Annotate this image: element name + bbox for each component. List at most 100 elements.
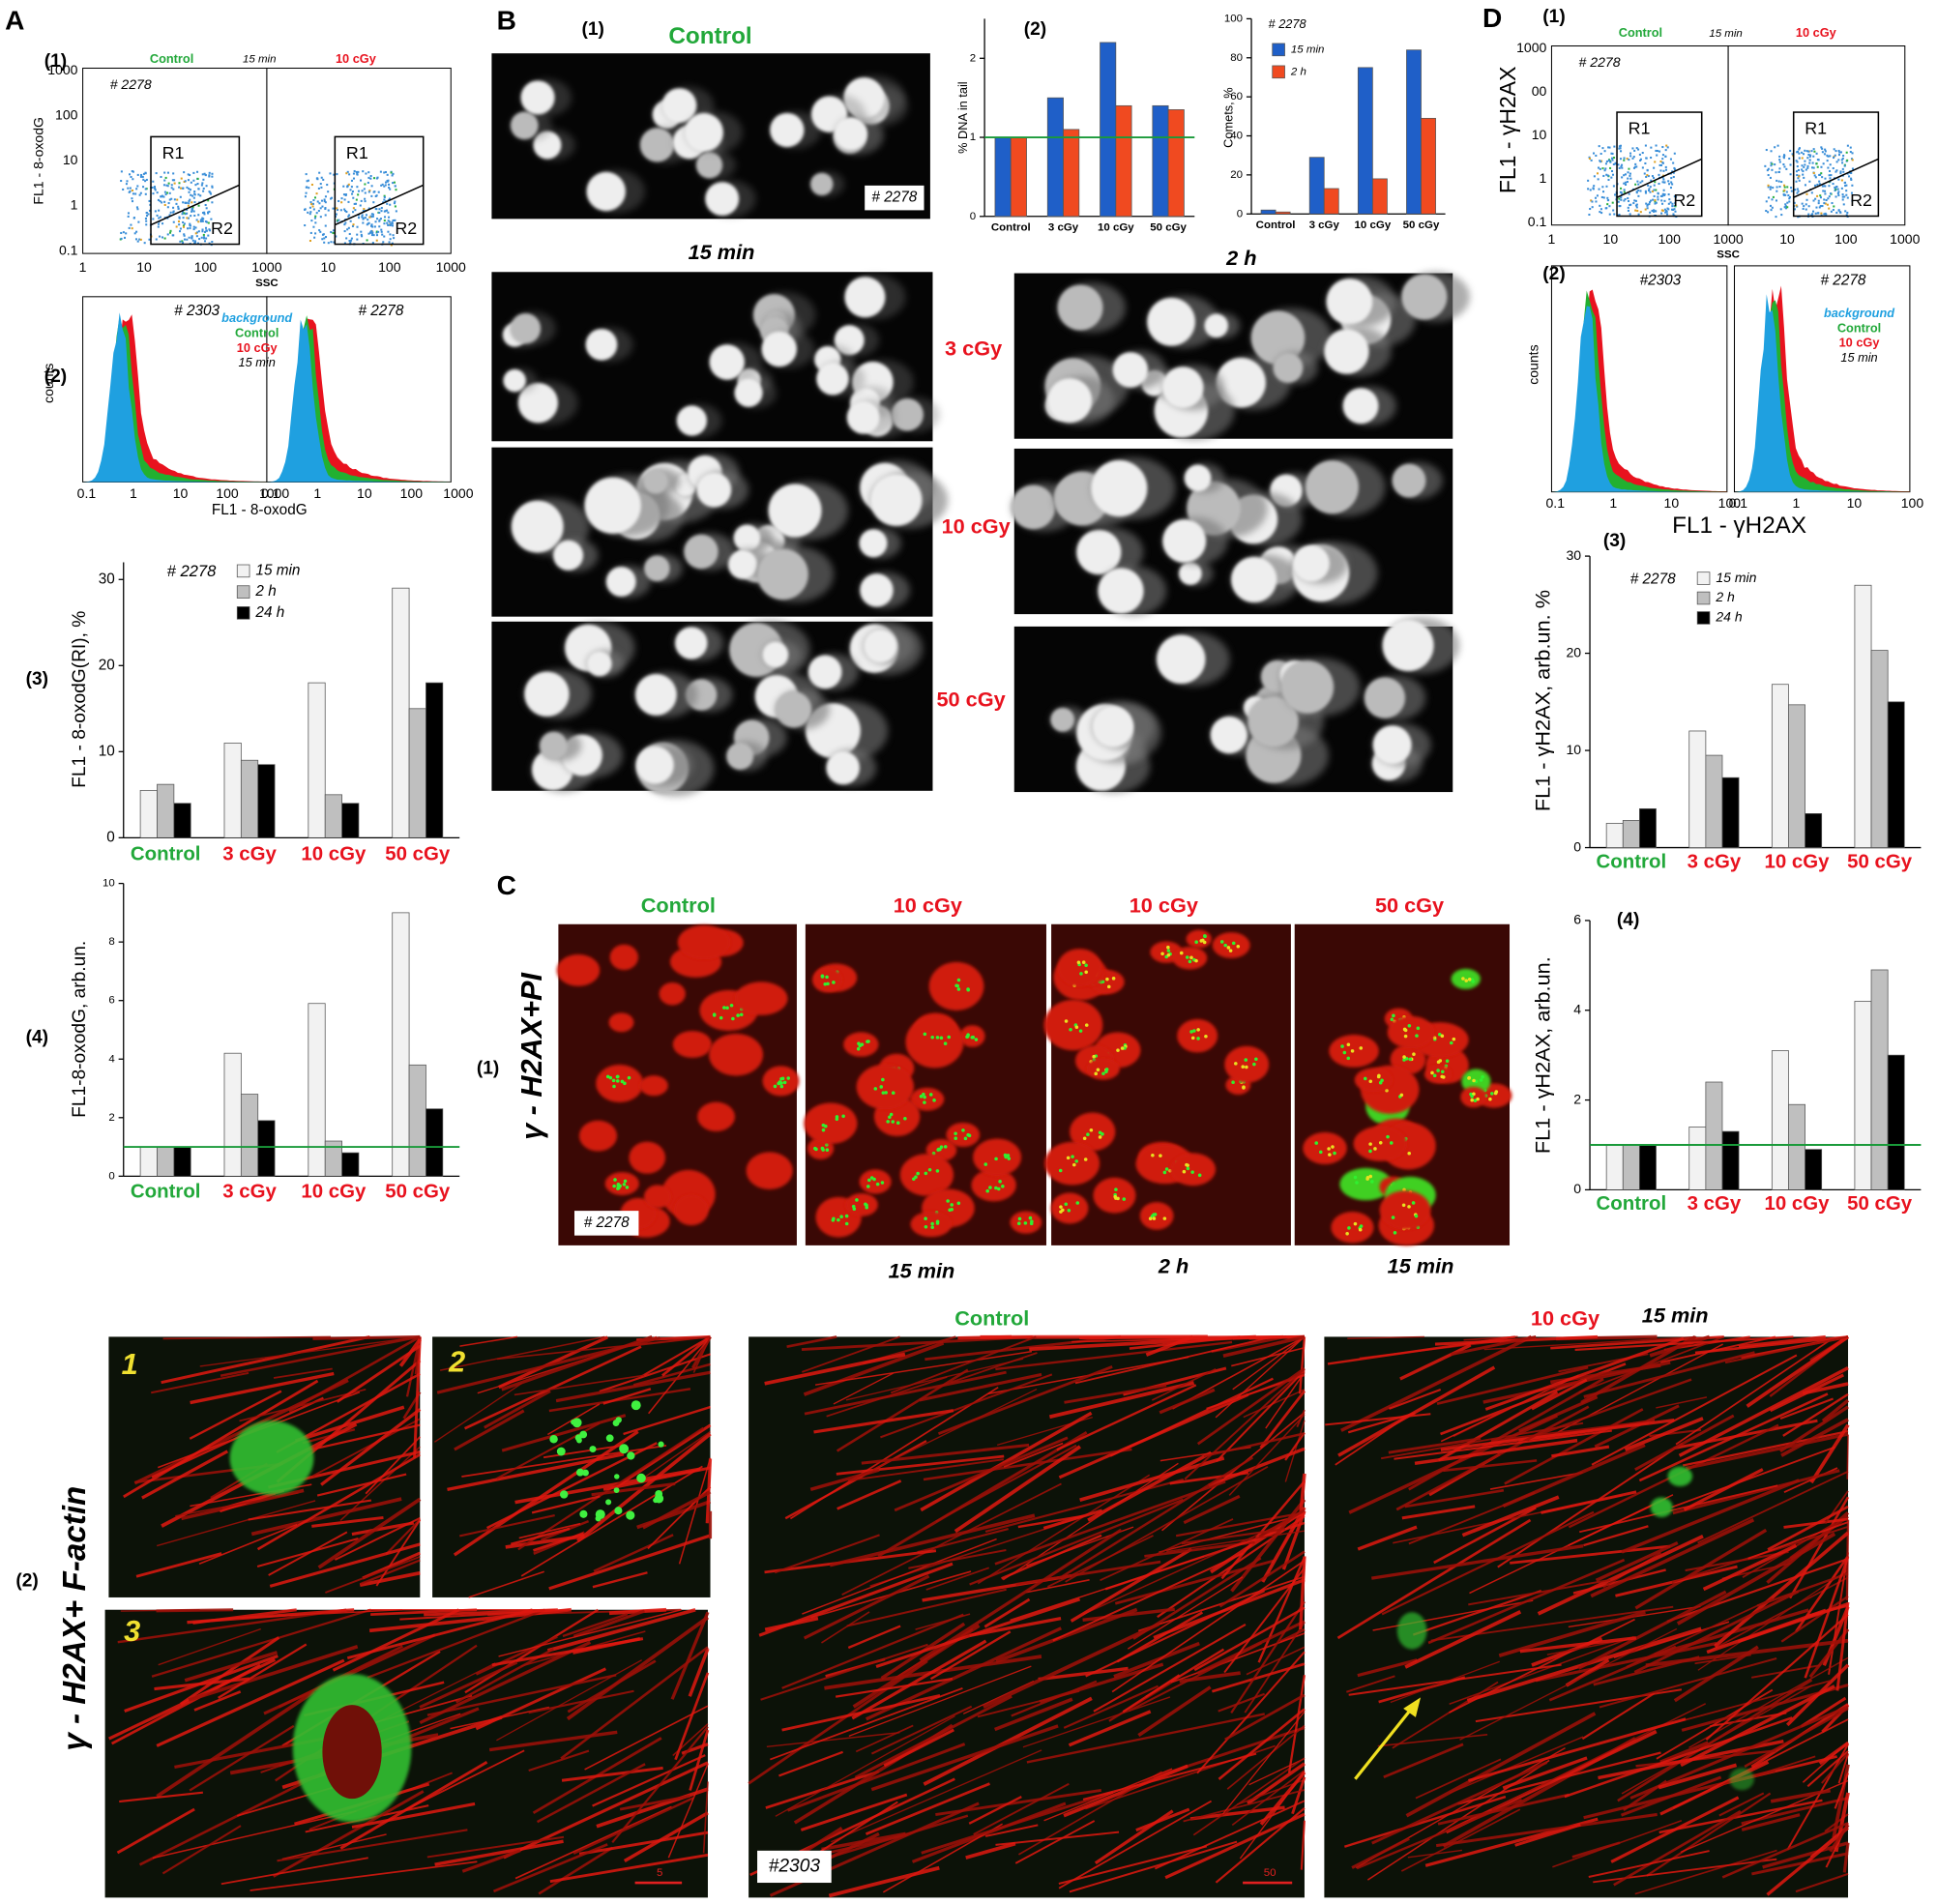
actin-fiber	[872, 1388, 1038, 1471]
foci	[1327, 1147, 1331, 1151]
y-tick-label: 30	[99, 571, 115, 587]
foci	[998, 1180, 1002, 1184]
foci	[1416, 1026, 1421, 1031]
event-dot	[364, 217, 367, 220]
actin-fiber	[584, 1705, 709, 1771]
comet-head	[770, 112, 805, 148]
event-dot	[1623, 157, 1626, 160]
event-dot	[371, 231, 374, 234]
event-dot	[199, 219, 202, 221]
event-dot	[1796, 205, 1799, 208]
foci	[961, 1128, 965, 1132]
actin-fiber	[1222, 1334, 1306, 1359]
foci	[1440, 1034, 1445, 1039]
comet-head	[585, 329, 618, 361]
foci	[658, 1441, 664, 1448]
event-dot	[368, 190, 371, 192]
event-dot	[1650, 146, 1653, 149]
foci	[895, 1121, 900, 1125]
event-dot	[204, 173, 207, 176]
event-dot	[1774, 163, 1776, 166]
event-dot	[1767, 167, 1770, 170]
foci	[927, 1167, 932, 1172]
event-dot	[191, 237, 193, 240]
event-dot	[1626, 181, 1629, 184]
foci	[1111, 977, 1116, 981]
event-dot	[342, 185, 345, 188]
foci	[1401, 1203, 1406, 1208]
actin-fiber	[1714, 1531, 1850, 1648]
actin-fiber	[965, 1841, 1016, 1860]
event-dot	[1603, 150, 1606, 153]
event-dot	[394, 219, 396, 221]
comet-head	[539, 731, 568, 760]
actin-fiber	[602, 1388, 652, 1405]
event-dot	[1845, 151, 1848, 154]
actin-fiber	[1014, 1820, 1096, 1864]
event-dot	[1598, 188, 1600, 190]
x-tick-label: 50 cGy	[385, 844, 451, 865]
actin-fiber	[1634, 1414, 1735, 1472]
actin-fiber	[1230, 1498, 1306, 1593]
event-dot	[1787, 194, 1790, 197]
comet-head	[1292, 544, 1330, 582]
event-dot	[367, 181, 369, 184]
event-dot	[1778, 161, 1781, 163]
actin-fiber	[1547, 1343, 1723, 1439]
event-dot	[326, 184, 329, 187]
foci	[1096, 1068, 1101, 1072]
event-dot	[172, 210, 175, 213]
event-dot	[1789, 163, 1792, 166]
event-dot	[203, 240, 207, 243]
bar	[1323, 188, 1339, 215]
event-dot	[1823, 213, 1826, 216]
foci	[930, 1221, 934, 1226]
actin-fiber	[1137, 1685, 1212, 1738]
actin-fiber	[1017, 1514, 1084, 1529]
event-dot	[1846, 172, 1849, 175]
event-dot	[202, 178, 205, 181]
event-dot	[1782, 192, 1785, 196]
actin-fiber	[1634, 1849, 1777, 1895]
actin-fiber	[1356, 1798, 1523, 1870]
event-dot	[1836, 191, 1839, 195]
tick-label: 1000	[259, 485, 289, 501]
foci	[826, 981, 830, 986]
gate	[334, 135, 425, 246]
event-dot	[194, 232, 197, 235]
actin-fiber	[162, 1335, 331, 1340]
actin-fiber	[919, 1528, 1123, 1662]
scatter-frame	[1550, 44, 1729, 226]
actin-fiber	[935, 1788, 1101, 1817]
foci	[1488, 1097, 1492, 1101]
foci	[611, 1078, 616, 1083]
actin-fiber	[1672, 1718, 1849, 1809]
event-dot	[1658, 163, 1661, 166]
foci	[627, 1075, 631, 1080]
foci	[1493, 1091, 1498, 1096]
event-dot	[1837, 149, 1840, 153]
y-tick-label: 10	[103, 878, 115, 890]
actin-fiber	[365, 1436, 421, 1495]
foci	[622, 1183, 627, 1186]
event-dot	[191, 235, 193, 238]
label: R1	[1629, 119, 1651, 138]
event-dot	[1668, 183, 1671, 186]
event-dot	[1846, 196, 1849, 199]
foci	[636, 1473, 646, 1483]
foci	[1192, 1029, 1196, 1033]
event-dot	[369, 215, 372, 218]
actin-fiber	[1738, 1334, 1826, 1349]
event-dot	[321, 205, 324, 208]
event-dot	[1651, 209, 1654, 212]
event-dot	[1771, 198, 1774, 201]
foci	[1084, 963, 1088, 968]
foci	[1359, 1224, 1364, 1228]
event-dot	[322, 178, 325, 181]
foci	[1114, 1187, 1118, 1191]
event-dot	[1843, 195, 1846, 198]
foci	[725, 1006, 729, 1011]
event-dot	[145, 215, 149, 218]
event-dot	[1822, 190, 1825, 192]
